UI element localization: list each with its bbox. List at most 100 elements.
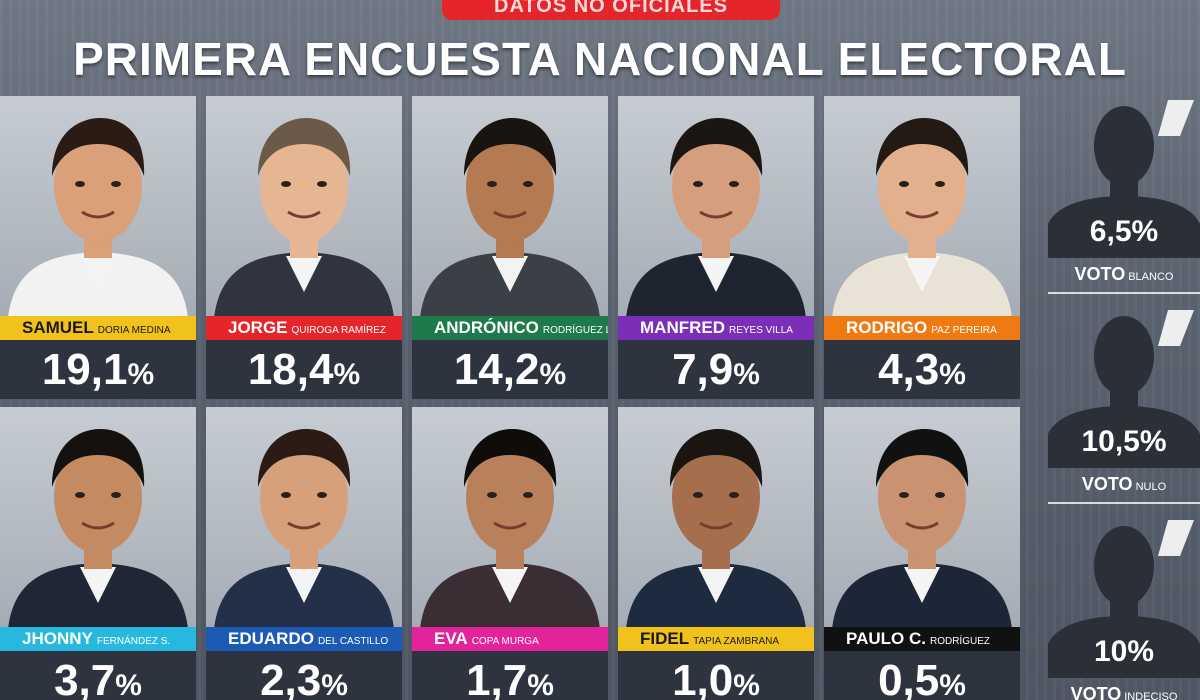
candidate-name-bar: PAULO C. RODRÍGUEZ <box>824 627 1020 651</box>
percent-sign: % <box>527 669 554 700</box>
vote-label: VOTO <box>1074 264 1126 284</box>
unofficial-data-banner: DATOS NO OFICIALES <box>442 0 780 20</box>
percent-sign: % <box>939 358 966 391</box>
percent-sign: % <box>333 358 361 391</box>
candidate-percentage: 0,5% <box>824 651 1020 700</box>
candidate-photo <box>206 407 402 629</box>
candidate-name-bar: JHONNY FERNÁNDEZ S. <box>0 627 196 651</box>
candidate-card: PAULO C. RODRÍGUEZ 0,5% <box>824 407 1020 700</box>
percentage-value: 7,9 <box>672 345 734 394</box>
percent-sign: % <box>733 669 760 700</box>
side-vote-label: VOTO BLANCO <box>1048 260 1200 288</box>
vote-type-label: NULO <box>1135 481 1167 493</box>
percentage-value: 2,3 <box>260 656 322 700</box>
candidate-surname: RODRÍGUEZ <box>929 636 990 647</box>
candidate-first-name: ANDRÓNICO <box>434 318 539 337</box>
candidate-percentage: 18,4% <box>206 340 402 399</box>
candidate-surname: PAZ PEREIRA <box>931 325 997 336</box>
percentage-value: 3,7 <box>54 656 116 700</box>
candidate-percentage: 19,1% <box>0 340 196 399</box>
candidate-name-bar: RODRIGO PAZ PEREIRA <box>824 316 1020 340</box>
candidate-name-bar: JORGE QUIROGA RAMÍREZ <box>206 316 402 340</box>
candidate-card: ANDRÓNICO RODRÍGUEZ L. 14,2% <box>412 96 608 399</box>
candidate-first-name: RODRIGO <box>846 318 928 337</box>
side-vote-label: VOTO NULO <box>1048 470 1200 498</box>
divider <box>1048 292 1200 294</box>
side-vote-percentage: 10,5% <box>1081 425 1167 458</box>
candidate-photo <box>824 96 1020 318</box>
candidate-name-bar: ANDRÓNICO RODRÍGUEZ L. <box>412 316 608 340</box>
candidate-card: JHONNY FERNÁNDEZ S. 3,7% <box>0 407 196 700</box>
candidate-percentage: 3,7% <box>0 651 196 700</box>
side-vote-label: VOTO INDECISO <box>1048 680 1200 700</box>
candidate-photo <box>618 96 814 318</box>
side-vote-item: 6,5% VOTO BLANCO <box>1012 96 1200 296</box>
candidate-first-name: JORGE <box>228 318 288 337</box>
candidate-percentage: 7,9% <box>618 340 814 399</box>
candidate-name-bar: MANFRED REYES VILLA <box>618 316 814 340</box>
candidate-percentage: 1,0% <box>618 651 814 700</box>
candidate-card: SAMUEL DORIA MEDINA 19,1% <box>0 96 196 399</box>
percentage-value: 1,0 <box>672 656 734 700</box>
candidate-card: RODRIGO PAZ PEREIRA 4,3% <box>824 96 1020 399</box>
candidate-photo <box>412 96 608 318</box>
vote-label: VOTO <box>1081 474 1133 494</box>
percentage-value: 18,4 <box>247 345 334 394</box>
candidate-surname: DEL CASTILLO <box>317 636 389 647</box>
candidate-name-bar: SAMUEL DORIA MEDINA <box>0 316 196 340</box>
candidate-first-name: JHONNY <box>22 629 93 648</box>
candidate-first-name: PAULO C. <box>846 629 926 648</box>
side-vote-item: 10,5% VOTO NULO <box>1012 306 1200 506</box>
candidate-surname: COPA MURGA <box>471 636 539 647</box>
side-vote-percentage: 10% <box>1093 635 1155 668</box>
percentage-value: 19,1 <box>41 345 128 394</box>
candidate-name-bar: EVA COPA MURGA <box>412 627 608 651</box>
vote-type-label: INDECISO <box>1124 691 1178 700</box>
candidate-surname: REYES VILLA <box>729 325 793 336</box>
person-silhouette-icon <box>1048 96 1200 263</box>
percent-sign: % <box>127 358 155 391</box>
divider <box>1048 502 1200 504</box>
candidate-surname: RODRÍGUEZ L. <box>542 325 608 336</box>
candidate-surname: DORIA MEDINA <box>97 325 171 336</box>
candidate-percentage: 14,2% <box>412 340 608 399</box>
candidate-percentage: 4,3% <box>824 340 1020 399</box>
percent-sign: % <box>939 669 966 700</box>
candidate-name-bar: FIDEL TAPIA ZAMBRANA <box>618 627 814 651</box>
side-vote-percentage: 6,5% <box>1089 215 1159 248</box>
percentage-value: 0,5 <box>878 656 940 700</box>
candidate-photo <box>0 96 196 318</box>
percentage-value: 1,7 <box>466 656 528 700</box>
candidate-card: MANFRED REYES VILLA 7,9% <box>618 96 814 399</box>
side-vote-item: 10% VOTO INDECISO <box>1012 516 1200 700</box>
percent-sign: % <box>321 669 348 700</box>
candidate-photo <box>206 96 402 318</box>
candidate-photo <box>412 407 608 629</box>
candidate-first-name: EDUARDO <box>228 629 314 648</box>
candidate-surname: QUIROGA RAMÍREZ <box>291 325 386 336</box>
percent-sign: % <box>115 669 142 700</box>
person-silhouette-icon <box>1048 306 1200 473</box>
candidate-surname: TAPIA ZAMBRANA <box>693 636 780 647</box>
side-votes-panel: 6,5% VOTO BLANCO 10,5% VOTO NULO 10% VOTO INDECI… <box>1012 96 1200 700</box>
candidate-name-bar: EDUARDO DEL CASTILLO <box>206 627 402 651</box>
candidate-percentage: 1,7% <box>412 651 608 700</box>
candidate-card: FIDEL TAPIA ZAMBRANA 1,0% <box>618 407 814 700</box>
candidate-surname: FERNÁNDEZ S. <box>96 636 171 647</box>
candidate-first-name: SAMUEL <box>22 318 94 337</box>
candidate-card: JORGE QUIROGA RAMÍREZ 18,4% <box>206 96 402 399</box>
candidate-photo <box>618 407 814 629</box>
percent-sign: % <box>733 358 760 391</box>
candidate-photo <box>824 407 1020 629</box>
person-silhouette-icon <box>1048 516 1200 683</box>
candidate-first-name: EVA <box>434 629 468 648</box>
candidate-card: EDUARDO DEL CASTILLO 2,3% <box>206 407 402 700</box>
candidate-photo <box>0 407 196 629</box>
candidate-first-name: FIDEL <box>640 629 690 648</box>
vote-type-label: BLANCO <box>1128 271 1174 283</box>
percentage-value: 4,3 <box>878 345 940 394</box>
candidate-percentage: 2,3% <box>206 651 402 700</box>
candidate-card: EVA COPA MURGA 1,7% <box>412 407 608 700</box>
page-title: PRIMERA ENCUESTA NACIONAL ELECTORAL <box>73 33 1127 85</box>
percent-sign: % <box>539 358 567 391</box>
